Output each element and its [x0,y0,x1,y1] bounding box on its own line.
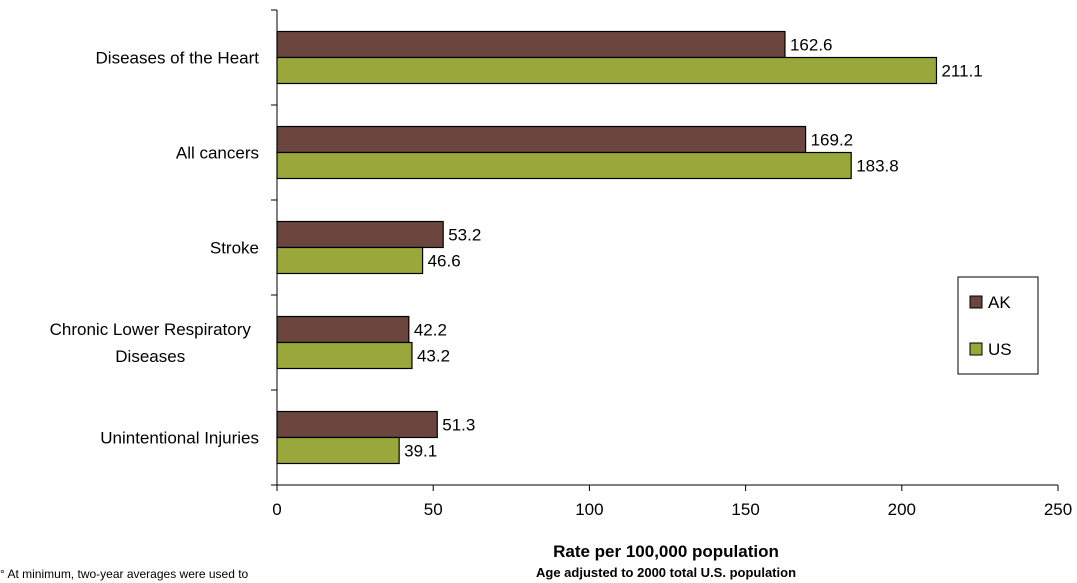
category-label-all-cancers: All cancers [176,144,259,163]
legend-label-ak: AK [988,293,1011,312]
data-label-ak-stroke: 53.2 [448,226,481,245]
bar-ak-all-cancers [276,125,807,154]
category-label-line: Diseases [115,347,185,366]
legend-swatch-ak [969,295,983,309]
bar-ak-chronic-lower-respiratory-diseases [276,315,410,344]
legend-box [957,276,1039,375]
data-label-us-all-cancers: 183.8 [856,157,899,176]
legend: AK US [957,276,1039,375]
x-axis-subtitle: Age adjusted to 2000 total U.S. populati… [536,565,796,580]
data-label-ak-unintentional-injuries: 51.3 [442,416,475,435]
category-label-diseases-of-the-heart: Diseases of the Heart [96,49,260,68]
category-label-chronic-lower-respiratory-diseases: Chronic Lower Respiratory Diseases [50,320,252,366]
x-tick-label-200: 200 [888,500,916,519]
data-label-us-stroke: 46.6 [428,252,461,271]
data-label-us-unintentional-injuries: 39.1 [404,442,437,461]
legend-swatch-us [969,342,983,356]
category-label-unintentional-injuries: Unintentional Injuries [100,429,259,448]
data-label-ak-diseases-of-the-heart: 162.6 [790,36,833,55]
data-label-us-diseases-of-the-heart: 211.1 [941,62,982,81]
bar-us-diseases-of-the-heart [276,56,938,85]
bar-ak-unintentional-injuries [276,410,438,439]
x-axis-title: Rate per 100,000 population [553,542,779,561]
footnote: ° At minimum, two-year averages were use… [0,567,249,581]
x-tick-label-250: 250 [1044,500,1072,519]
x-tick-label-150: 150 [731,500,759,519]
x-tick-label-0: 0 [272,500,281,519]
bar-us-unintentional-injuries [276,436,400,465]
bar-ak-stroke [276,220,444,249]
category-label-stroke: Stroke [210,239,259,258]
x-tick-label-100: 100 [575,500,603,519]
axes-layer [271,9,1059,491]
category-labels: Diseases of the Heart All cancers Stroke Ch… [50,49,260,448]
bars-layer [276,30,938,465]
category-label-line: Chronic Lower Respiratory [50,320,252,339]
bar-us-chronic-lower-respiratory-diseases [276,341,413,370]
bar-us-stroke [276,246,424,275]
bar-ak-diseases-of-the-heart [276,30,786,59]
data-label-us-chronic-lower-respiratory-diseases: 43.2 [417,347,450,366]
x-tick-label-50: 50 [424,500,443,519]
data-label-ak-chronic-lower-respiratory-diseases: 42.2 [414,321,447,340]
tick-labels: 0 50 100 150 200 250 [272,500,1072,519]
data-label-ak-all-cancers: 169.2 [811,131,854,150]
bar-us-all-cancers [276,151,852,180]
legend-label-us: US [988,340,1012,359]
